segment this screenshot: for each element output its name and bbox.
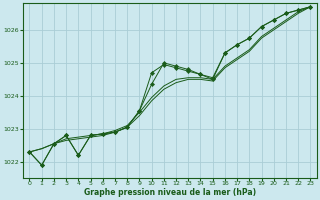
X-axis label: Graphe pression niveau de la mer (hPa): Graphe pression niveau de la mer (hPa) — [84, 188, 256, 197]
